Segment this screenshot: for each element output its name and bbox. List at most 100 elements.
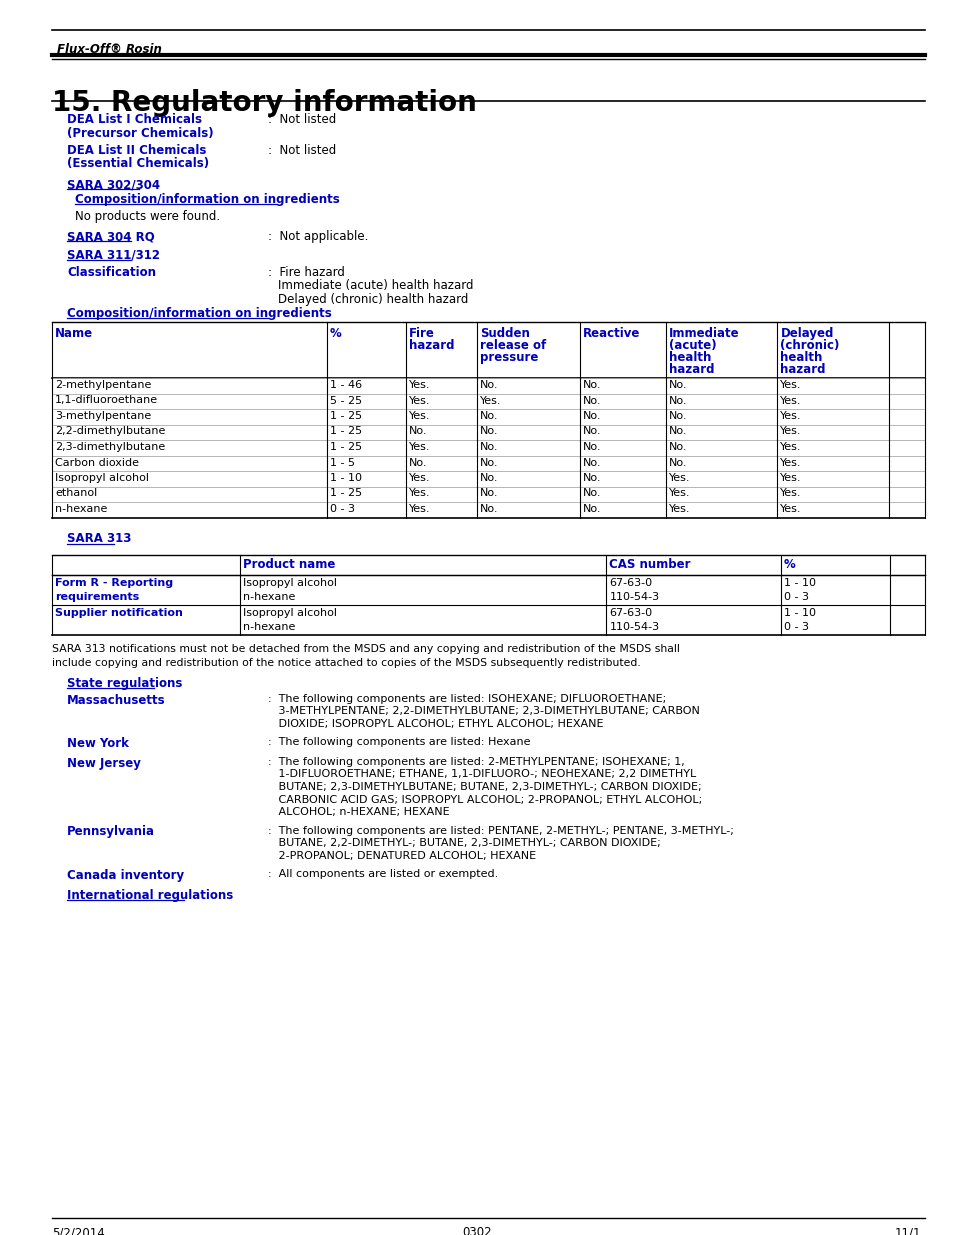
Text: DEA List II Chemicals: DEA List II Chemicals	[67, 144, 206, 157]
Text: 0 - 3: 0 - 3	[330, 504, 355, 514]
Text: Fire: Fire	[408, 327, 434, 340]
Text: Yes.: Yes.	[408, 380, 430, 390]
Text: health: health	[668, 351, 710, 364]
Text: :  The following components are listed: 2-METHYLPENTANE; ISOHEXANE; 1,: : The following components are listed: 2…	[268, 757, 684, 767]
Text: Yes.: Yes.	[408, 473, 430, 483]
Text: Classification: Classification	[67, 266, 156, 279]
Text: No.: No.	[479, 473, 498, 483]
Text: No.: No.	[668, 442, 686, 452]
Text: 15. Regulatory information: 15. Regulatory information	[52, 89, 476, 117]
Text: 3-methylpentane: 3-methylpentane	[55, 411, 152, 421]
Text: 1 - 5: 1 - 5	[330, 457, 355, 468]
Text: Yes.: Yes.	[780, 473, 801, 483]
Text: (Precursor Chemicals): (Precursor Chemicals)	[67, 126, 213, 140]
Text: Yes.: Yes.	[780, 457, 801, 468]
Text: 1 - 10: 1 - 10	[330, 473, 361, 483]
Text: 2,2-dimethylbutane: 2,2-dimethylbutane	[55, 426, 165, 436]
Text: Flux-Off® Rosin: Flux-Off® Rosin	[57, 43, 162, 56]
Text: BUTANE; 2,3-DIMETHYLBUTANE; BUTANE, 2,3-DIMETHYL-; CARBON DIOXIDE;: BUTANE; 2,3-DIMETHYLBUTANE; BUTANE, 2,3-…	[268, 782, 700, 792]
Text: 0 - 3: 0 - 3	[783, 592, 808, 601]
Text: (chronic): (chronic)	[780, 338, 839, 352]
Text: SARA 302/304: SARA 302/304	[67, 178, 160, 191]
Text: DIOXIDE; ISOPROPYL ALCOHOL; ETHYL ALCOHOL; HEXANE: DIOXIDE; ISOPROPYL ALCOHOL; ETHYL ALCOHO…	[268, 719, 603, 729]
Text: No.: No.	[582, 426, 601, 436]
Text: 1 - 25: 1 - 25	[330, 489, 362, 499]
Text: Isopropyl alcohol: Isopropyl alcohol	[242, 609, 336, 619]
Text: No.: No.	[479, 489, 498, 499]
Text: New York: New York	[67, 737, 129, 750]
Text: SARA 304 RQ: SARA 304 RQ	[67, 230, 154, 243]
Text: Yes.: Yes.	[780, 442, 801, 452]
Text: :  Fire hazard: : Fire hazard	[268, 266, 345, 279]
Text: hazard: hazard	[408, 338, 454, 352]
Text: Yes.: Yes.	[780, 489, 801, 499]
Text: Name: Name	[55, 327, 93, 340]
Text: release of: release of	[479, 338, 546, 352]
Text: 1,1-difluoroethane: 1,1-difluoroethane	[55, 395, 158, 405]
Text: BUTANE, 2,2-DIMETHYL-; BUTANE, 2,3-DIMETHYL-; CARBON DIOXIDE;: BUTANE, 2,2-DIMETHYL-; BUTANE, 2,3-DIMET…	[268, 839, 660, 848]
Text: include copying and redistribution of the notice attached to copies of the MSDS : include copying and redistribution of th…	[52, 657, 640, 667]
Text: 1 - 25: 1 - 25	[330, 442, 362, 452]
Text: n-hexane: n-hexane	[242, 621, 294, 631]
Text: 1 - 46: 1 - 46	[330, 380, 362, 390]
Text: 2-methylpentane: 2-methylpentane	[55, 380, 152, 390]
Text: New Jersey: New Jersey	[67, 757, 141, 769]
Text: No.: No.	[479, 442, 498, 452]
Text: %: %	[783, 558, 795, 572]
Text: Yes.: Yes.	[408, 395, 430, 405]
Text: Yes.: Yes.	[408, 411, 430, 421]
Text: Immediate (acute) health hazard: Immediate (acute) health hazard	[277, 279, 473, 293]
Text: CARBONIC ACID GAS; ISOPROPYL ALCOHOL; 2-PROPANOL; ETHYL ALCOHOL;: CARBONIC ACID GAS; ISOPROPYL ALCOHOL; 2-…	[268, 794, 701, 804]
Text: 1 - 25: 1 - 25	[330, 411, 362, 421]
Text: No.: No.	[668, 411, 686, 421]
Text: :  Not applicable.: : Not applicable.	[268, 230, 368, 243]
Text: :  The following components are listed: Hexane: : The following components are listed: H…	[268, 737, 530, 747]
Text: 1 - 25: 1 - 25	[330, 426, 362, 436]
Text: 110-54-3: 110-54-3	[609, 592, 659, 601]
Text: Yes.: Yes.	[408, 489, 430, 499]
Text: State regulations: State regulations	[67, 677, 182, 689]
Text: No.: No.	[582, 395, 601, 405]
Text: No.: No.	[582, 489, 601, 499]
Text: 3-METHYLPENTANE; 2,2-DIMETHYLBUTANE; 2,3-DIMETHYLBUTANE; CARBON: 3-METHYLPENTANE; 2,2-DIMETHYLBUTANE; 2,3…	[268, 706, 700, 716]
Text: 1-DIFLUOROETHANE; ETHANE, 1,1-DIFLUORO-; NEOHEXANE; 2,2 DIMETHYL: 1-DIFLUOROETHANE; ETHANE, 1,1-DIFLUORO-;…	[268, 769, 696, 779]
Text: Supplier notification: Supplier notification	[55, 609, 183, 619]
Text: requirements: requirements	[55, 592, 139, 601]
Text: CAS number: CAS number	[609, 558, 690, 572]
Text: No.: No.	[582, 473, 601, 483]
Text: No.: No.	[582, 380, 601, 390]
Text: %: %	[330, 327, 341, 340]
Text: (acute): (acute)	[668, 338, 716, 352]
Text: (Essential Chemicals): (Essential Chemicals)	[67, 158, 209, 170]
Text: Pennsylvania: Pennsylvania	[67, 825, 154, 839]
Text: :  The following components are listed: PENTANE, 2-METHYL-; PENTANE, 3-METHYL-;: : The following components are listed: P…	[268, 825, 733, 836]
Text: Form R - Reporting: Form R - Reporting	[55, 578, 172, 589]
Text: No.: No.	[479, 457, 498, 468]
Text: health: health	[780, 351, 822, 364]
Text: Delayed: Delayed	[780, 327, 833, 340]
Text: DEA List I Chemicals: DEA List I Chemicals	[67, 112, 202, 126]
Text: ethanol: ethanol	[55, 489, 97, 499]
Text: n-hexane: n-hexane	[242, 592, 294, 601]
Text: :  All components are listed or exempted.: : All components are listed or exempted.	[268, 869, 497, 879]
Text: No.: No.	[479, 504, 498, 514]
Text: Yes.: Yes.	[668, 489, 689, 499]
Text: No.: No.	[479, 411, 498, 421]
Text: 0302: 0302	[461, 1226, 492, 1235]
Text: Isopropyl alcohol: Isopropyl alcohol	[242, 578, 336, 589]
Text: hazard: hazard	[668, 363, 714, 375]
Text: 110-54-3: 110-54-3	[609, 621, 659, 631]
Text: No products were found.: No products were found.	[75, 210, 220, 224]
Text: Yes.: Yes.	[408, 442, 430, 452]
Text: Immediate: Immediate	[668, 327, 739, 340]
Text: No.: No.	[668, 457, 686, 468]
Text: Product name: Product name	[242, 558, 335, 572]
Text: No.: No.	[582, 457, 601, 468]
Text: Delayed (chronic) health hazard: Delayed (chronic) health hazard	[277, 293, 468, 306]
Text: 11/1.: 11/1.	[894, 1226, 924, 1235]
Text: 2,3-dimethylbutane: 2,3-dimethylbutane	[55, 442, 165, 452]
Text: 2-PROPANOL; DENATURED ALCOHOL; HEXANE: 2-PROPANOL; DENATURED ALCOHOL; HEXANE	[268, 851, 536, 861]
Text: Yes.: Yes.	[780, 411, 801, 421]
Text: SARA 313: SARA 313	[67, 532, 132, 546]
Text: Yes.: Yes.	[780, 380, 801, 390]
